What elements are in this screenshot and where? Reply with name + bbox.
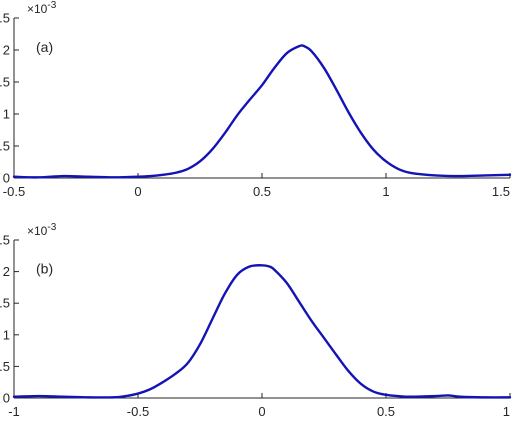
x-tick-label: 0	[258, 404, 265, 419]
y-multiplier-exponent: -3	[47, 0, 56, 11]
y-tick-label: 2.5	[0, 11, 10, 26]
x-tick-label: 0	[134, 184, 141, 199]
x-tick-label: 1.5	[492, 184, 510, 199]
y-tick-label: 0	[3, 391, 10, 406]
series-line-0	[12, 264, 512, 399]
y-multiplier-exponent: -3	[47, 222, 56, 233]
y-tick-label: 0	[3, 171, 10, 186]
x-tick-label: -0.5	[3, 184, 25, 199]
y-tick-label: 2	[3, 264, 10, 279]
y-tick-label: 1	[3, 327, 10, 342]
y-multiplier-base: ×10	[27, 2, 48, 16]
x-tick-label: 0.5	[377, 404, 395, 419]
y-multiplier-label: ×10-3	[27, 222, 57, 238]
y-multiplier-label: ×10-3	[27, 0, 57, 16]
y-tick-label: 1.5	[0, 296, 10, 311]
y-multiplier-base: ×10	[27, 224, 48, 238]
y-tick-label: 0.5	[0, 139, 10, 154]
y-tick-label: 2.5	[0, 233, 10, 248]
y-tick-label: 0.5	[0, 359, 10, 374]
x-tick-label: -1	[8, 404, 20, 419]
x-tick-label: 1	[503, 404, 510, 419]
series-line-0	[12, 44, 512, 179]
y-tick-label: 1	[3, 107, 10, 122]
panel-label: (b)	[36, 260, 53, 276]
subplot-b: 0 0.5 1 1.5 2 2.5 -1 -0.5 0 0.5 1 ×10-3 (b)	[0, 222, 512, 419]
x-tick-label: 1	[382, 184, 389, 199]
y-tick-label: 2	[3, 43, 10, 58]
y-tick-label: 1.5	[0, 75, 10, 90]
x-tick-label: -0.5	[127, 404, 149, 419]
x-tick-label: 0.5	[253, 184, 271, 199]
subplot-a: 00.511.522.5-0.500.511.5×10-3(a)	[0, 0, 512, 199]
panel-label: (a)	[36, 39, 53, 55]
